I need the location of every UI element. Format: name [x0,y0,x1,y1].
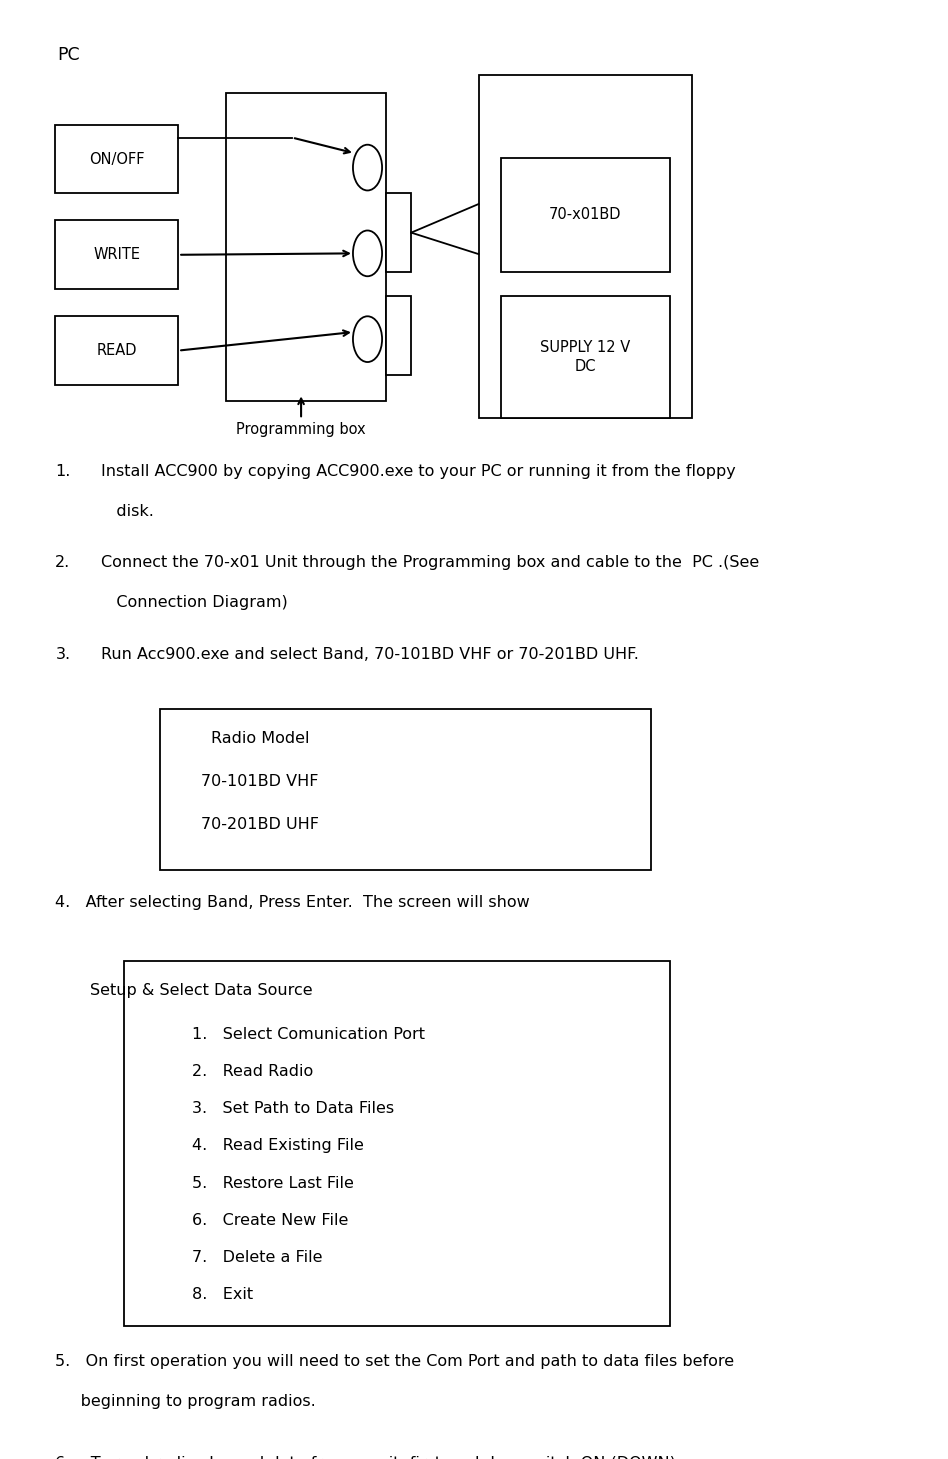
Text: 7.   Delete a File: 7. Delete a File [191,1250,322,1265]
Text: 70-201BD UHF: 70-201BD UHF [201,817,319,832]
Text: 8.   Exit: 8. Exit [191,1287,253,1301]
FancyBboxPatch shape [55,317,178,385]
Text: 2.   Read Radio: 2. Read Radio [191,1064,313,1080]
Text: 4.   After selecting Band, Press Enter.  The screen will show: 4. After selecting Band, Press Enter. Th… [55,896,530,910]
Text: 5.   Restore Last File: 5. Restore Last File [191,1176,354,1191]
FancyBboxPatch shape [123,961,669,1326]
Text: Connection Diagram): Connection Diagram) [100,595,287,610]
FancyBboxPatch shape [501,158,669,271]
Text: 1.: 1. [55,464,71,479]
Text: 6.    To read radio channel data from a unit, first push box switch ON (DOWN).: 6. To read radio channel data from a uni… [55,1456,682,1459]
Text: Run Acc900.exe and select Band, 70-101BD VHF or 70-201BD UHF.: Run Acc900.exe and select Band, 70-101BD… [100,646,639,661]
Text: WRITE: WRITE [93,247,140,263]
Text: PC: PC [57,47,80,64]
Text: Programming box: Programming box [236,422,366,438]
Text: READ: READ [97,343,137,357]
Text: 70-101BD VHF: 70-101BD VHF [201,773,319,789]
FancyBboxPatch shape [501,296,669,417]
FancyBboxPatch shape [386,193,411,271]
Text: ON/OFF: ON/OFF [89,152,144,166]
FancyBboxPatch shape [479,74,692,417]
Text: Install ACC900 by copying ACC900.exe to your PC or running it from the floppy: Install ACC900 by copying ACC900.exe to … [100,464,736,479]
Text: 1.   Select Comunication Port: 1. Select Comunication Port [191,1027,425,1042]
Text: disk.: disk. [100,503,154,518]
Text: 5.   On first operation you will need to set the Com Port and path to data files: 5. On first operation you will need to s… [55,1354,735,1370]
Circle shape [353,231,382,276]
Circle shape [353,144,382,191]
FancyBboxPatch shape [386,296,411,375]
FancyBboxPatch shape [160,709,651,870]
Text: 70-x01BD: 70-x01BD [549,207,622,222]
FancyBboxPatch shape [55,220,178,289]
Text: 3.   Set Path to Data Files: 3. Set Path to Data Files [191,1102,394,1116]
FancyBboxPatch shape [227,93,386,401]
Text: 2.: 2. [55,554,70,570]
Text: Setup & Select Data Source: Setup & Select Data Source [90,982,312,998]
Text: 4.   Read Existing File: 4. Read Existing File [191,1138,364,1154]
FancyBboxPatch shape [55,124,178,193]
Text: Connect the 70-x01 Unit through the Programming box and cable to the  PC .(See: Connect the 70-x01 Unit through the Prog… [100,554,759,570]
Text: beginning to program radios.: beginning to program radios. [55,1395,316,1409]
Text: 3.: 3. [55,646,70,661]
Text: 6.   Create New File: 6. Create New File [191,1212,348,1228]
Text: Radio Model: Radio Model [210,731,309,746]
Text: SUPPLY 12 V
DC: SUPPLY 12 V DC [540,340,630,375]
Circle shape [353,317,382,362]
